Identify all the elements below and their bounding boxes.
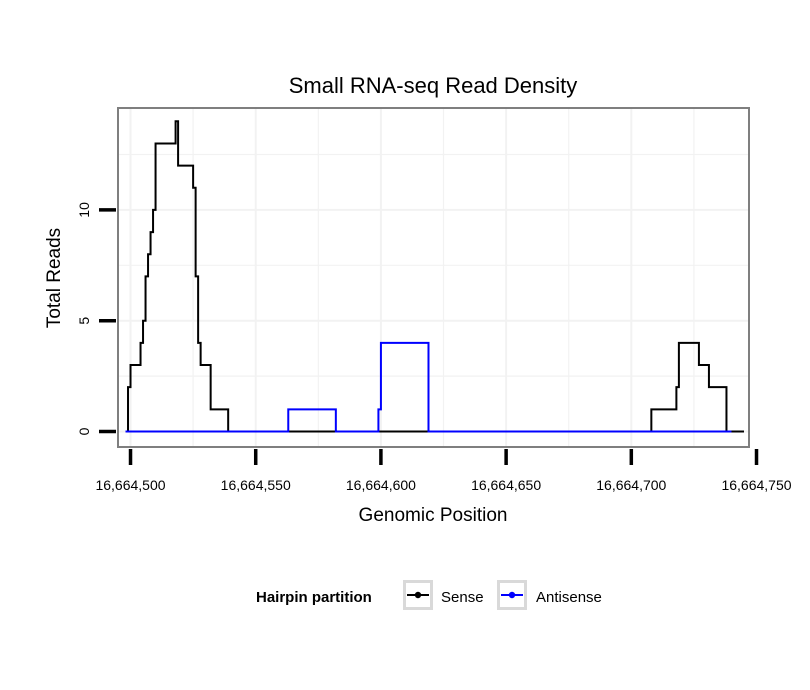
legend-title: Hairpin partition: [256, 589, 372, 606]
y-tick-label: 5: [76, 317, 92, 325]
x-tick-label: 16,664,750: [721, 477, 791, 493]
legend: Hairpin partition Sense Antisense: [0, 578, 810, 618]
axes: 16,664,500 16,664,550 16,664,600 16,664,650…: [76, 202, 792, 493]
y-tick-label: 0: [76, 427, 92, 435]
x-tick-label: 16,664,700: [596, 477, 666, 493]
legend-label-sense: Sense: [441, 589, 484, 606]
x-tick-label: 16,664,500: [95, 477, 165, 493]
x-axis-label: Genomic Position: [359, 505, 508, 526]
plot-panel: [118, 108, 749, 447]
x-tick-label: 16,664,550: [221, 477, 291, 493]
chart-title: Small RNA-seq Read Density: [289, 73, 578, 98]
x-tick-label: 16,664,650: [471, 477, 541, 493]
legend-key-antisense: [497, 580, 527, 610]
y-tick-label: 10: [76, 202, 92, 218]
series-line-sense: [125, 120, 744, 433]
x-tick-label: 16,664,600: [346, 477, 416, 493]
plot-border: [117, 107, 750, 448]
legend-label-antisense: Antisense: [536, 589, 602, 606]
legend-key-sense: [403, 580, 433, 610]
y-axis-label: Total Reads: [44, 228, 65, 328]
series-line-antisense: [125, 341, 732, 433]
series-layer: [125, 120, 744, 433]
